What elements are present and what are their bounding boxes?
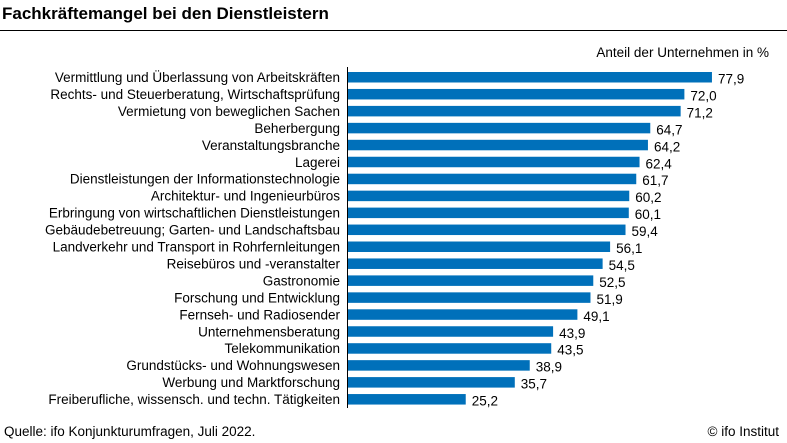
bar [348,258,603,269]
bar [348,241,611,252]
value-label: 52,5 [599,275,625,290]
bar [348,224,626,236]
value-label: 77,9 [718,72,744,87]
bar [348,326,554,337]
value-label: 43,5 [557,343,583,358]
category-label: Fernseh- und Radiosender [179,307,340,322]
category-label: Dienstleistungen der Informationstechnol… [70,172,340,187]
bar [348,105,681,117]
bar [348,309,578,320]
category-label: Werbung und Marktforschung [162,375,340,390]
bar [348,173,637,185]
value-label: 72,0 [690,88,716,103]
category-label: Freiberufliche, wissensch. und techn. Tä… [48,392,340,407]
category-label: Telekommunikation [224,341,340,356]
value-label: 35,7 [521,377,547,392]
value-label: 54,5 [609,258,635,273]
title-rule [0,30,787,31]
value-label: 43,9 [559,326,585,341]
category-label: Vermietung von beweglichen Sachen [118,104,340,119]
bar [348,360,530,371]
value-label: 60,1 [635,207,661,222]
value-label: 59,4 [632,224,659,239]
copyright: © ifo Institut [707,424,779,439]
value-label: 49,1 [583,309,609,324]
category-label: Reisebüros und -veranstalter [167,256,341,271]
category-label: Beherbergung [254,121,340,136]
bar [348,156,640,168]
bar [348,207,629,219]
bar [348,139,648,151]
category-label: Erbringung von wirtschaftlichen Dienstle… [49,206,340,221]
category-label: Lagerei [295,155,340,170]
bar [348,72,712,83]
category-label: Rechts- und Steuerberatung, Wirtschaftsp… [50,87,340,102]
value-label: 61,7 [642,173,668,188]
bar [348,377,515,388]
value-label: 60,2 [635,190,661,205]
value-label: 25,2 [472,394,498,409]
value-label: 64,7 [656,122,682,137]
category-label: Unternehmensberatung [198,324,340,339]
bar [348,88,685,100]
value-label: 38,9 [536,360,562,375]
source-note: Quelle: ifo Konjunkturumfragen, Juli 202… [4,424,256,439]
bar [348,275,594,286]
value-label: 64,2 [654,139,680,154]
category-label: Forschung und Entwicklung [174,290,340,305]
value-label: 51,9 [596,292,622,307]
category-label: Vermittlung und Überlassung von Arbeitsk… [55,70,340,85]
bar [348,343,552,354]
bar [348,394,466,405]
bar [348,292,591,303]
unit-label: Anteil der Unternehmen in % [596,45,769,60]
category-label: Veranstaltungsbranche [202,138,340,153]
bar [348,122,651,134]
value-label: 56,1 [616,241,642,256]
category-label: Landverkehr und Transport in Rohrfernlei… [53,240,340,255]
category-label: Gastronomie [263,273,340,288]
bar [348,190,630,202]
category-label: Gebäudebetreuung; Garten- und Landschaft… [45,223,340,238]
value-label: 62,4 [646,156,673,171]
value-label: 71,2 [687,105,713,120]
category-label: Grundstücks- und Wohnungswesen [126,358,340,373]
category-label: Architektur- und Ingenieurbüros [151,189,340,204]
chart-title: Fachkräftemangel bei den Dienstleistern [2,4,329,23]
